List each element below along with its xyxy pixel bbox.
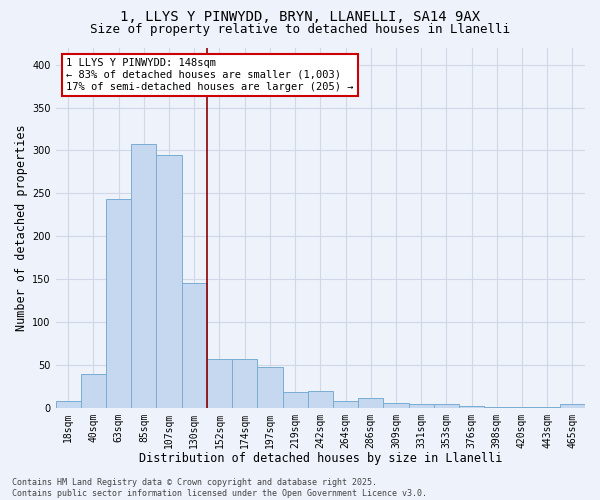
Text: 1 LLYS Y PINWYDD: 148sqm
← 83% of detached houses are smaller (1,003)
17% of sem: 1 LLYS Y PINWYDD: 148sqm ← 83% of detach… [66, 58, 354, 92]
Bar [56, 401, 81, 407]
Bar [157, 154, 182, 408]
Bar [106, 200, 131, 408]
Bar [333, 401, 358, 407]
Text: 1, LLYS Y PINWYDD, BRYN, LLANELLI, SA14 9AX: 1, LLYS Y PINWYDD, BRYN, LLANELLI, SA14 … [120, 10, 480, 24]
Bar [535, 407, 560, 408]
Bar [409, 404, 434, 407]
Bar [459, 406, 484, 407]
Bar [283, 392, 308, 407]
Bar [383, 404, 409, 407]
Bar [358, 398, 383, 407]
Bar [131, 144, 157, 408]
Y-axis label: Number of detached properties: Number of detached properties [15, 124, 28, 331]
Text: Size of property relative to detached houses in Llanelli: Size of property relative to detached ho… [90, 22, 510, 36]
Bar [257, 368, 283, 408]
Bar [560, 404, 585, 407]
Bar [484, 407, 509, 408]
Bar [509, 407, 535, 408]
Bar [232, 359, 257, 408]
Text: Contains HM Land Registry data © Crown copyright and database right 2025.
Contai: Contains HM Land Registry data © Crown c… [12, 478, 427, 498]
Bar [81, 374, 106, 408]
Bar [207, 359, 232, 408]
Bar [434, 404, 459, 407]
Bar [308, 392, 333, 407]
X-axis label: Distribution of detached houses by size in Llanelli: Distribution of detached houses by size … [139, 452, 502, 465]
Bar [182, 284, 207, 408]
